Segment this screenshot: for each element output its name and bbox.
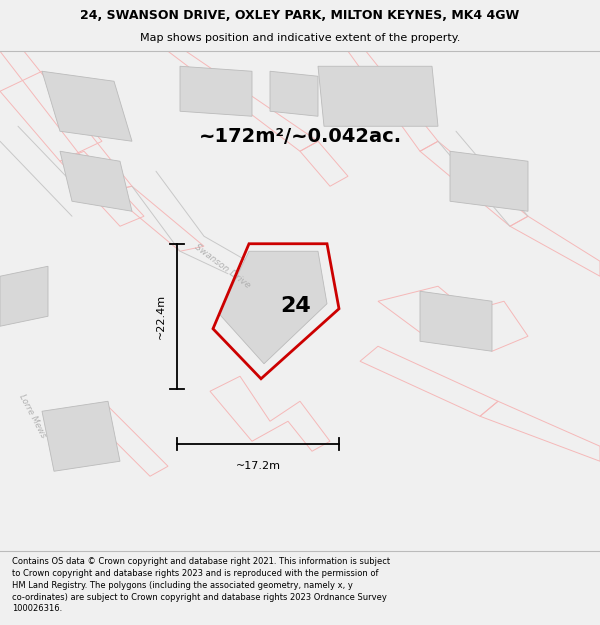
Text: 24: 24 (280, 296, 311, 316)
Text: Contains OS data © Crown copyright and database right 2021. This information is : Contains OS data © Crown copyright and d… (12, 557, 390, 613)
Polygon shape (219, 251, 327, 364)
Text: Swanson Drive: Swanson Drive (193, 242, 251, 290)
Polygon shape (180, 66, 252, 116)
Polygon shape (450, 151, 528, 211)
Text: ~17.2m: ~17.2m (235, 461, 280, 471)
Text: ~22.4m: ~22.4m (156, 294, 166, 339)
Text: 24, SWANSON DRIVE, OXLEY PARK, MILTON KEYNES, MK4 4GW: 24, SWANSON DRIVE, OXLEY PARK, MILTON KE… (80, 9, 520, 22)
Polygon shape (318, 66, 438, 126)
Polygon shape (270, 71, 318, 116)
Text: Lorre Mews: Lorre Mews (18, 393, 48, 439)
Polygon shape (42, 401, 120, 471)
Text: ~172m²/~0.042ac.: ~172m²/~0.042ac. (199, 127, 401, 146)
Polygon shape (0, 266, 48, 326)
Polygon shape (42, 71, 132, 141)
Polygon shape (420, 291, 492, 351)
Text: Map shows position and indicative extent of the property.: Map shows position and indicative extent… (140, 33, 460, 44)
Polygon shape (60, 151, 132, 211)
